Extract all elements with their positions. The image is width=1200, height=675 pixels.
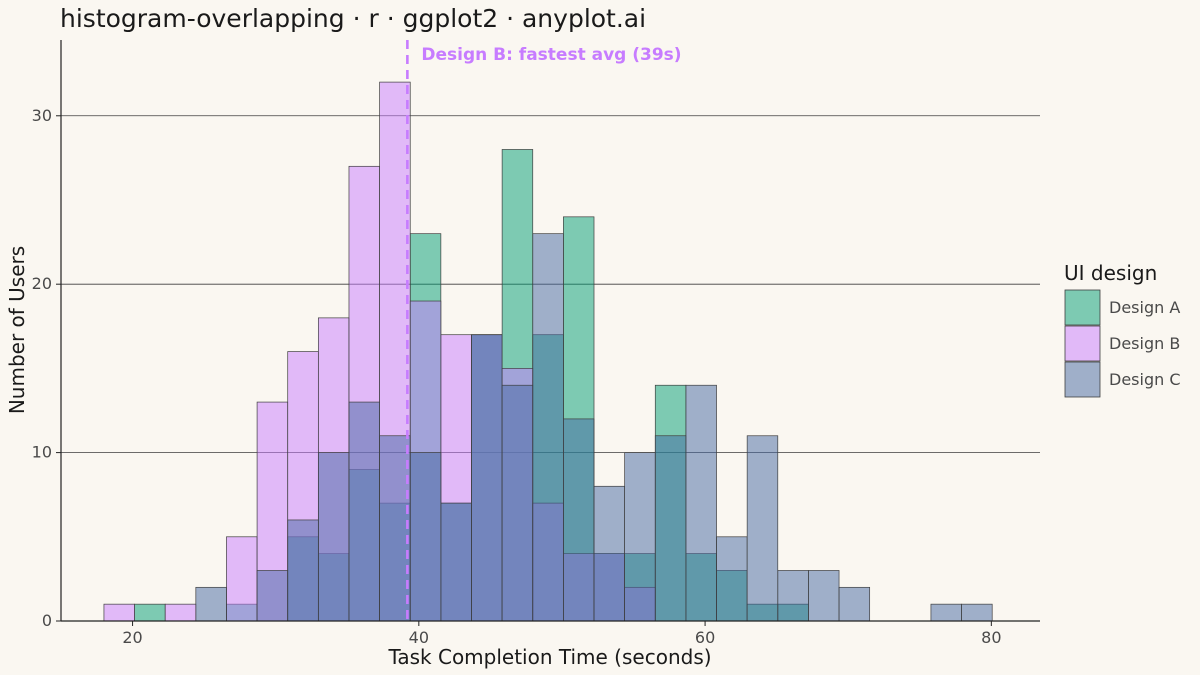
bar-design-c-10 — [409, 452, 442, 622]
bar-design-c-15 — [563, 418, 595, 622]
bar-design-c-20 — [716, 536, 748, 622]
bar-design-c-3 — [195, 586, 227, 622]
bar-design-c-18 — [654, 435, 687, 622]
bar-design-c-6 — [287, 519, 319, 622]
bar-design-c-28 — [961, 603, 993, 622]
bar-design-c-22 — [777, 570, 809, 622]
bar-design-c-9 — [379, 435, 411, 622]
legend-label-design-c: Design C — [1109, 370, 1181, 389]
x-tick-label-80: 80 — [981, 628, 1001, 647]
y-tick-label-0: 0 — [42, 611, 52, 630]
reference-line-label: Design B: fastest avg (39s) — [421, 45, 681, 65]
bars-layer — [103, 81, 993, 622]
reference-line-layer: Design B: fastest avg (39s) — [406, 40, 682, 621]
bar-design-c-21 — [746, 435, 779, 622]
y-axis-title: Number of Users — [5, 246, 29, 414]
legend-label-design-a: Design A — [1109, 298, 1180, 317]
bar-design-c-5 — [256, 570, 289, 622]
bar-design-b-4 — [226, 536, 258, 622]
y-tick-label-30: 30 — [32, 106, 52, 125]
legend-label-design-b: Design B — [1109, 334, 1180, 353]
bar-design-c-27 — [930, 603, 962, 622]
bar-design-c-13 — [501, 384, 534, 622]
bar-design-c-24 — [838, 586, 871, 622]
x-axis-title: Task Completion Time (seconds) — [387, 645, 711, 669]
x-tick-label-60: 60 — [695, 628, 715, 647]
legend-key-design-b — [1064, 325, 1101, 362]
bar-design-c-16 — [593, 485, 625, 622]
bar-design-c-14 — [532, 233, 564, 622]
bar-design-b-2 — [164, 603, 197, 622]
y-tick-label-10: 10 — [32, 443, 52, 462]
bar-design-c-23 — [808, 570, 840, 622]
bar-design-c-19 — [685, 384, 717, 622]
legend-key-design-a — [1064, 289, 1101, 326]
x-tick-label-40: 40 — [409, 628, 429, 647]
bar-design-c-11 — [440, 502, 472, 622]
legend-title: UI design — [1064, 261, 1157, 285]
bar-design-c-12 — [471, 334, 503, 622]
x-tick-label-20: 20 — [122, 628, 142, 647]
y-tick-label-20: 20 — [32, 274, 52, 293]
legend-key-design-c — [1064, 361, 1101, 398]
bar-design-b-0 — [103, 603, 135, 622]
axes-layer: 0 10 20 30 20 40 60 80 — [32, 40, 1040, 647]
bar-design-c-8 — [348, 401, 380, 622]
chart-title: histogram-overlapping · r · ggplot2 · an… — [60, 4, 646, 33]
bar-design-a-1 — [134, 603, 166, 622]
bar-design-c-7 — [317, 452, 350, 622]
legend: UI design Design A Design B Design C — [1064, 261, 1181, 398]
bar-design-c-17 — [624, 452, 656, 622]
